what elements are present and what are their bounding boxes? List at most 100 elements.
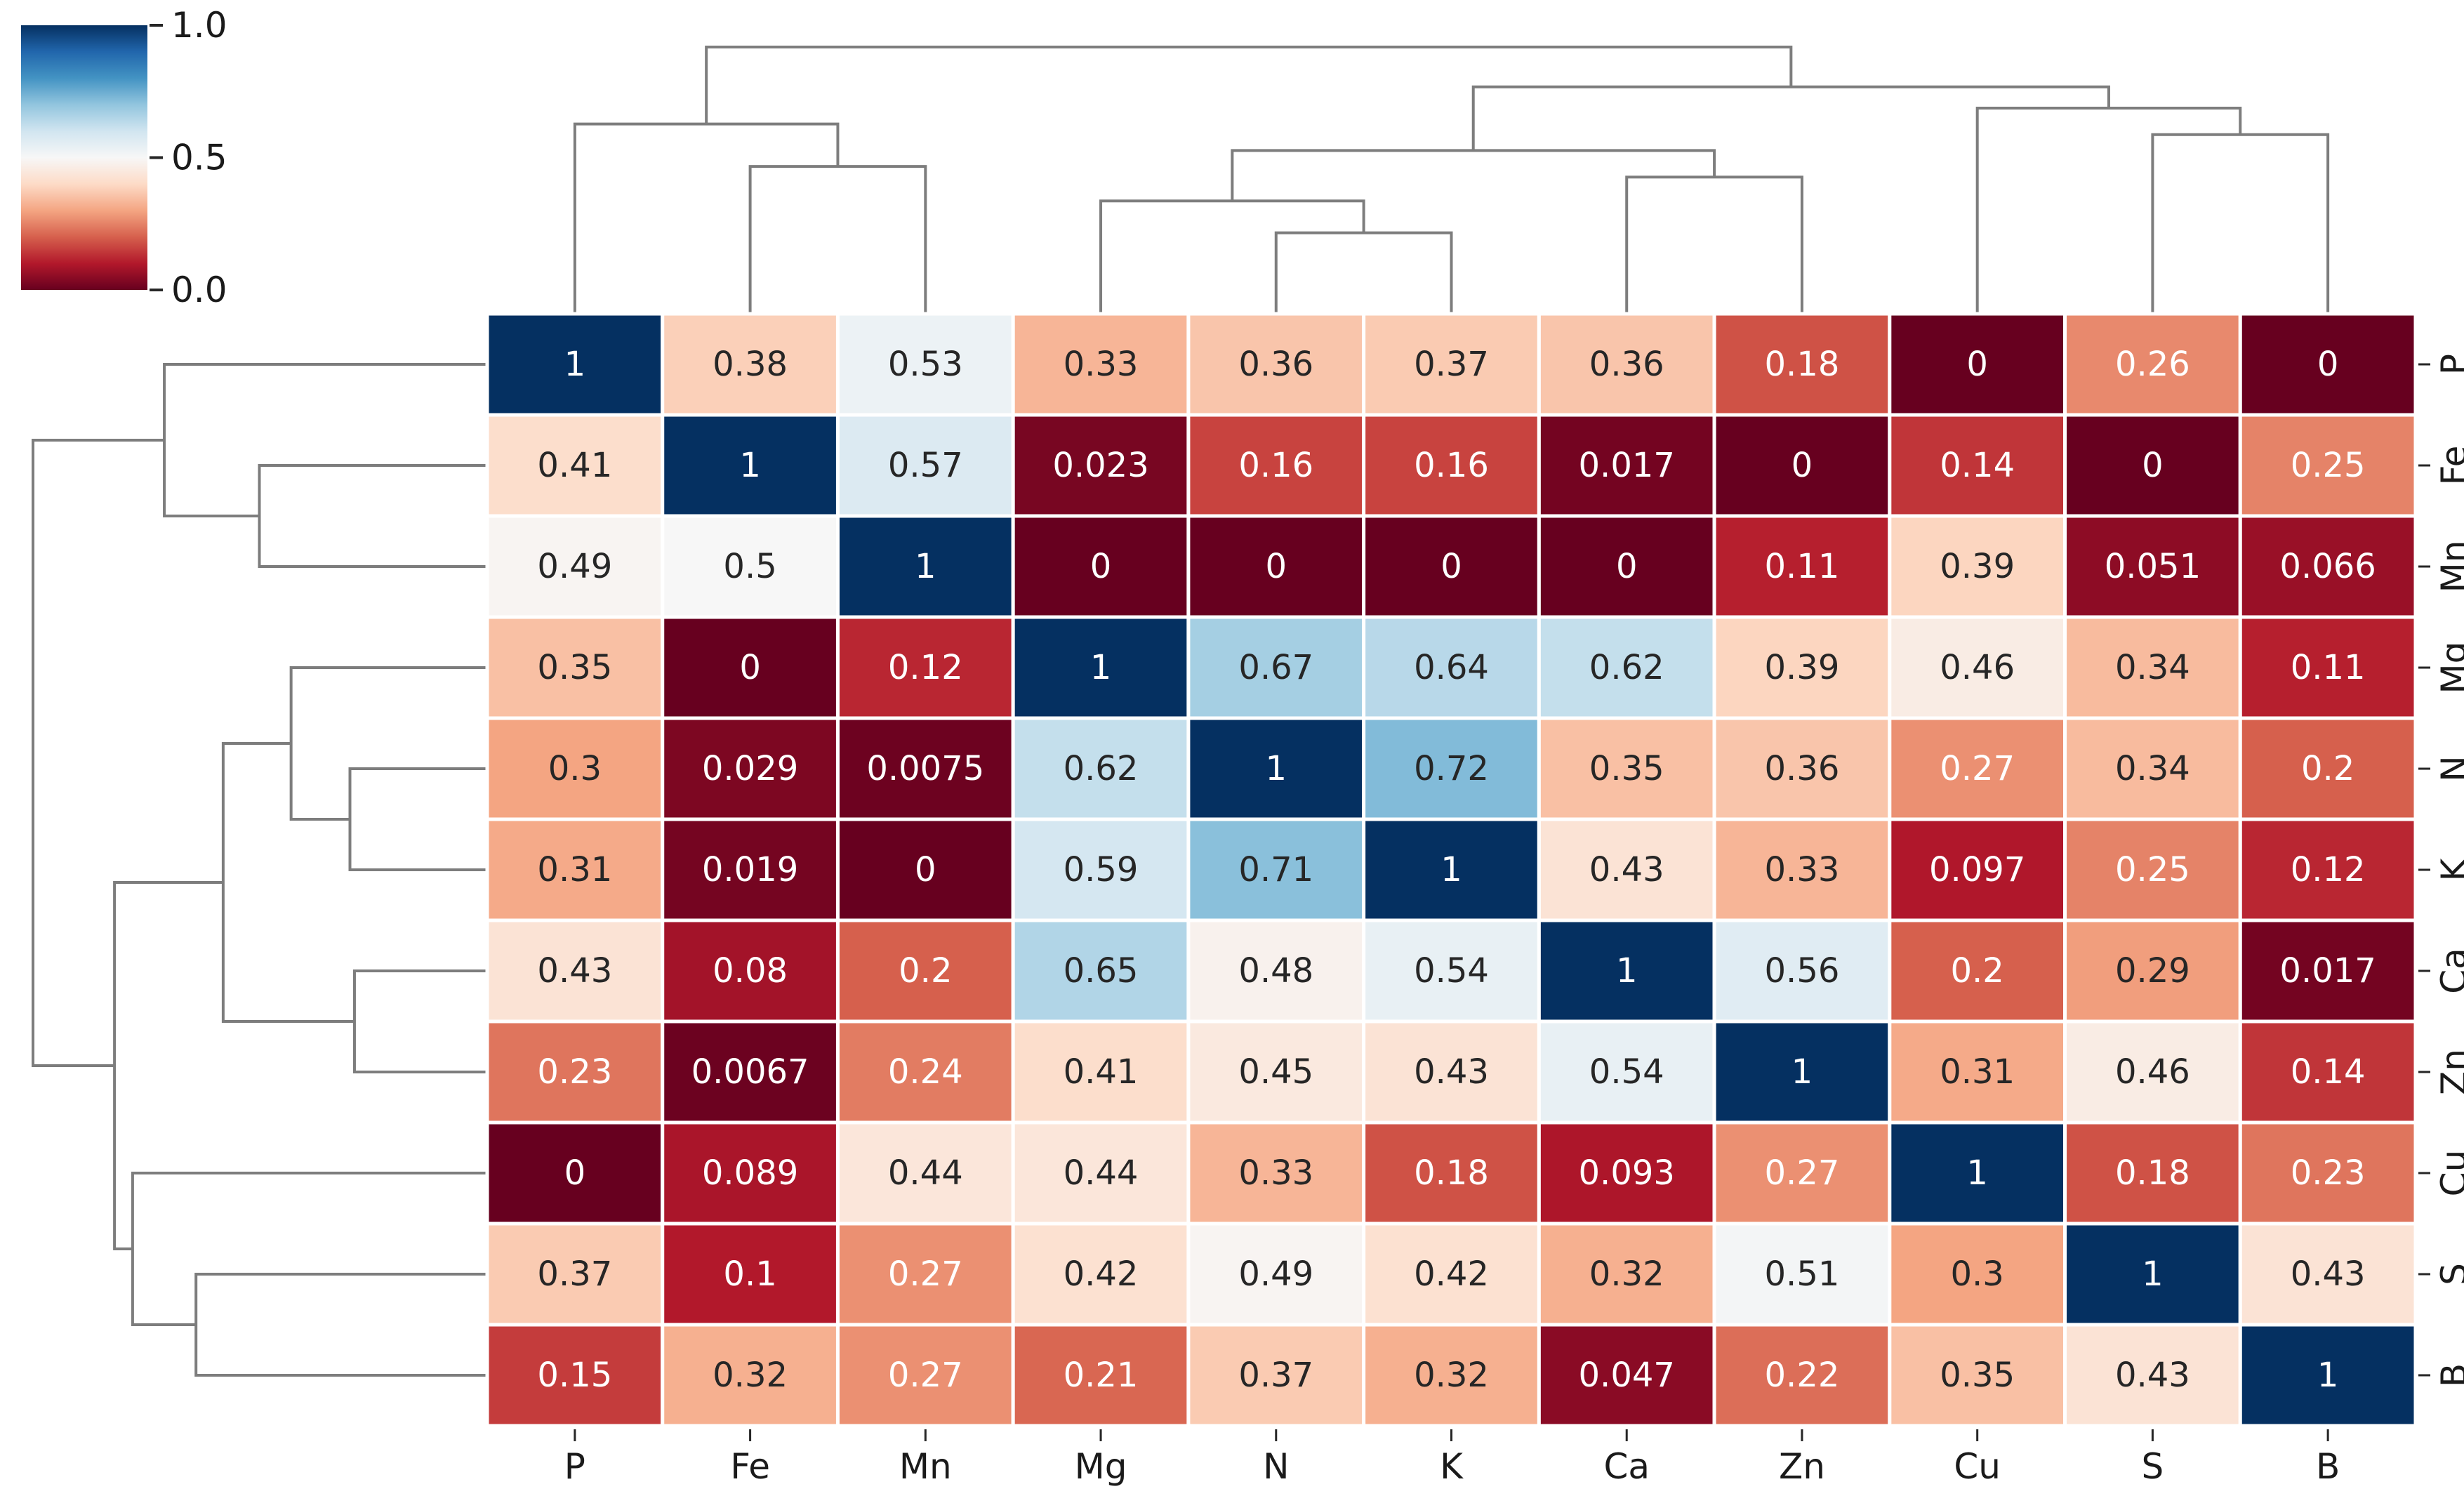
dendrogram-link [163,363,486,517]
cell-value: 0.24 [888,1052,963,1092]
cell-value: 0.11 [2291,648,2366,687]
cell-value: 0.37 [1414,345,1489,384]
cell-value: 0.48 [1238,951,1313,991]
y-tick-label-S: S [2434,1263,2464,1285]
x-tick-label-Mg: Mg [1075,1446,1127,1487]
heatmap-cell-Fe-Fe [661,413,840,518]
cell-value: 0 [564,1153,586,1193]
cell-value: 0.65 [1064,951,1139,991]
cell-value: 0.32 [1589,1255,1664,1294]
cell-value: 1 [1090,648,1112,687]
cell-value: 0 [1791,446,1813,485]
dendrogram-link [1625,176,1803,312]
heatmap-cell-B-Fe [661,1323,840,1428]
heatmap-cell-N-Cu [1888,716,2067,821]
cell-value: 0.42 [1414,1255,1489,1294]
dendrogram-link [352,969,486,1073]
heatmap-cell-P-B [2238,312,2418,417]
cell-value: 0.32 [1414,1356,1489,1395]
cell-value: 0.14 [2291,1052,2366,1092]
cell-value: 0.34 [2115,749,2190,788]
heatmap-cell-Cu-B [2238,1120,2418,1226]
cell-value: 0.29 [2115,951,2190,991]
dendrogram-link [32,439,165,1067]
x-tick-label-S: S [2142,1446,2164,1487]
x-tick-label-Fe: Fe [730,1446,770,1487]
heatmap-cell-S-B [2238,1222,2418,1327]
heatmap-cell-Mn-Mg [1011,514,1191,619]
cell-value: 0.23 [537,1052,612,1092]
cell-value: 0 [1440,547,1462,586]
heatmap-cell-Zn-Fe [661,1019,840,1125]
heatmap-cell-Zn-B [2238,1019,2418,1125]
heatmap-cell-P-Mn [835,312,1015,417]
cell-value: 0.62 [1589,648,1664,687]
cell-value: 0 [2142,446,2164,485]
cell-value: 0.047 [1579,1356,1675,1395]
x-tick-label-P: P [564,1446,585,1487]
cell-value: 0.16 [1414,446,1489,485]
column-axis: P Fe Mn Mg N K Ca Zn Cu S B [564,1429,2340,1487]
x-tick-label-K: K [1440,1446,1464,1487]
heatmap-cell-S-Mg [1011,1222,1191,1327]
dendrogram-link [1274,231,1453,312]
cell-value: 0.43 [1414,1052,1489,1092]
dendrogram-link [2151,133,2330,312]
cell-value: 0.27 [888,1255,963,1294]
heatmap-cell-K-B [2238,817,2418,922]
heatmap-cell-B-B [2238,1323,2418,1428]
heatmap-cell-Fe-Zn [1712,413,1892,518]
heatmap-cell-Fe-N [1186,413,1366,518]
heatmap-cell-Ca-Mn [835,918,1015,1024]
y-tick-label-P: P [2434,354,2464,375]
cell-value: 0.43 [537,951,612,991]
heatmap-cell-B-Mg [1011,1323,1191,1428]
heatmap-cell-P-Ca [1537,312,1716,417]
y-tick-label-N: N [2434,755,2464,781]
heatmap-cell-Zn-Ca [1537,1019,1716,1125]
cell-value: 0.051 [2105,547,2201,586]
heatmap: 1 0.38 0.53 0.33 0.36 0.37 0.36 0.18 0 0.26 0 0.41 1… [485,312,2418,1428]
cell-value: 0.27 [888,1356,963,1395]
cell-value: 0 [739,648,761,687]
heatmap-cell-Mn-N [1186,514,1366,619]
heatmap-cell-P-P [485,312,665,417]
cell-value: 0.089 [702,1153,798,1193]
cell-value: 0.42 [1064,1255,1139,1294]
colorbar-tick-label: 1.0 [171,5,227,46]
cell-value: 1 [1791,1052,1813,1092]
cell-value: 0.22 [1765,1356,1840,1395]
heatmap-cell-B-N [1186,1323,1366,1428]
y-tick-label-B: B [2434,1363,2464,1387]
dendrogram-link [748,165,927,312]
heatmap-cell-Fe-Ca [1537,413,1716,518]
cell-value: 0.019 [702,850,798,889]
cell-value: 0.35 [537,648,612,687]
heatmap-cell-Fe-Cu [1888,413,2067,518]
dendrogram-link [348,767,486,871]
x-tick-label-Cu: Cu [1954,1446,2001,1487]
heatmap-cell-S-Mn [835,1222,1015,1327]
y-tick-label-Cu: Cu [2434,1150,2464,1197]
heatmap-cell-Fe-B [2238,413,2418,518]
y-tick-label-Ca: Ca [2434,948,2464,994]
cell-value: 0.53 [888,345,963,384]
heatmap-cell-S-S [2063,1222,2242,1327]
heatmap-cell-K-N [1186,817,1366,922]
cell-value: 0.27 [1940,749,2015,788]
cell-value: 0.023 [1052,446,1148,485]
heatmap-cell-Fe-Mg [1011,413,1191,518]
cell-value: 0.67 [1238,648,1313,687]
cell-value: 0.017 [2279,951,2376,991]
dendrogram-link [573,122,840,312]
cell-value: 0.21 [1064,1356,1139,1395]
y-tick-label-Fe: Fe [2434,446,2464,486]
heatmap-cell-Zn-Cu [1888,1019,2067,1125]
cell-value: 0.12 [888,648,963,687]
cell-value: 0.46 [1940,648,2015,687]
row-axis: P Fe Mn Mg N K Ca Zn Cu S B [2418,354,2464,1387]
cell-value: 0.33 [1064,345,1139,384]
heatmap-cell-B-Ca [1537,1323,1716,1428]
cell-value: 0.26 [2115,345,2190,384]
